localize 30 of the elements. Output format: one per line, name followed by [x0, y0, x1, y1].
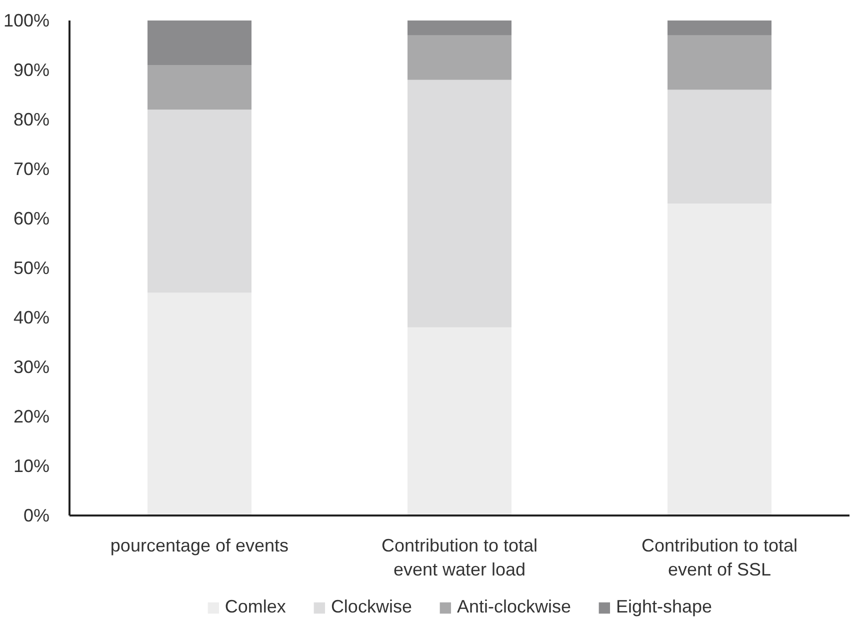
y-tick-label: 10% — [13, 456, 50, 476]
y-tick-label: 70% — [13, 159, 50, 179]
bar — [148, 292, 252, 516]
bar — [668, 20, 772, 36]
legend-label: Clockwise — [330, 596, 412, 618]
bar — [408, 327, 512, 516]
y-tick-label: 40% — [13, 308, 50, 328]
bar — [668, 90, 772, 204]
x-tick-label: pourcentage of events — [110, 536, 289, 556]
y-tick-label: 80% — [13, 110, 50, 130]
y-tick-label: 60% — [13, 208, 50, 228]
y-tick-label: 0% — [23, 506, 50, 526]
bar — [148, 110, 252, 293]
legend-label: Eight-shape — [616, 596, 712, 618]
bar — [148, 20, 252, 66]
legend-label: Anti-clockwise — [456, 596, 571, 618]
y-tick-label: 100% — [3, 10, 50, 30]
y-tick-label: 50% — [13, 258, 50, 278]
x-tick-label: Contribution to total event of SSL — [641, 536, 798, 580]
bar — [668, 35, 772, 90]
y-tick-label: 90% — [13, 60, 50, 80]
bar — [148, 65, 252, 110]
y-tick-label: 30% — [13, 357, 50, 377]
bar — [408, 35, 512, 80]
bar — [668, 204, 772, 516]
bar — [408, 80, 512, 328]
bar — [408, 20, 512, 36]
y-tick-label: 20% — [13, 406, 50, 426]
x-tick-label: Contribution to total event water load — [381, 536, 538, 580]
legend-label: Comlex — [224, 596, 286, 618]
